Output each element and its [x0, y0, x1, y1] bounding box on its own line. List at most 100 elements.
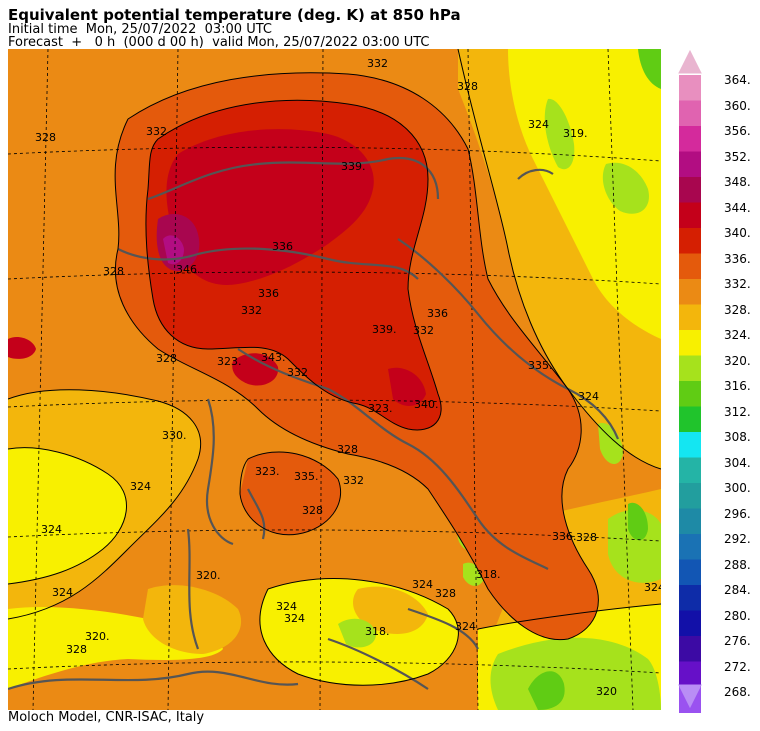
- contour-label: 320.: [85, 630, 110, 643]
- colorbar-label: 344.: [724, 200, 751, 215]
- contour-label: 340.: [414, 398, 439, 411]
- contour-label: 328: [576, 531, 597, 544]
- field-340-south: [232, 353, 279, 386]
- contour-label: 318.: [476, 568, 501, 581]
- colorbar-swatch: [679, 661, 701, 688]
- contour-label: 335.: [294, 470, 319, 483]
- colorbar-label: 304.: [724, 455, 751, 470]
- colorbar-swatch: [679, 559, 701, 586]
- contours: [8, 49, 661, 686]
- colorbar-swatch: [679, 304, 701, 331]
- colorbar-swatch: [679, 534, 701, 560]
- contour-label: 323.: [368, 402, 393, 415]
- contour-label: 324: [284, 612, 305, 625]
- contour-label: 324: [276, 600, 297, 613]
- field-324-south-islands: [353, 586, 428, 634]
- contour-label: 324: [644, 581, 661, 594]
- colorbar-label: 360.: [724, 98, 751, 113]
- colorbar-swatch: [679, 100, 701, 127]
- contour-label: 328: [35, 131, 56, 144]
- forecast-time: Forecast + 0 h (000 d 00 h) valid Mon, 2…: [8, 35, 430, 50]
- contour-label: 324.: [455, 620, 480, 633]
- contour-label: 328: [337, 443, 358, 456]
- colorbar-label: 356.: [724, 124, 751, 139]
- colorbar-swatch: [679, 151, 701, 178]
- field-312-se: [528, 671, 565, 710]
- contour-label: 324: [52, 586, 73, 599]
- contour-label: 335.: [528, 359, 553, 372]
- field-348-core: [163, 235, 184, 265]
- contour-label: 324: [41, 523, 62, 536]
- colorbar-label: 364.: [724, 73, 751, 88]
- colorbar-label: 332.: [724, 277, 751, 292]
- colorbar-top-arrow: [678, 49, 702, 74]
- contour-label: 324: [578, 390, 599, 403]
- colorbar-label: 316.: [724, 379, 751, 394]
- contour-label: 324: [528, 118, 549, 131]
- colorbar-label: 280.: [724, 608, 751, 623]
- field-312-e: [628, 502, 648, 541]
- colorbar-swatch: [679, 508, 701, 535]
- colorbar-swatch: [679, 406, 701, 433]
- field-320-west: [8, 447, 127, 584]
- field-316-south: [338, 618, 376, 648]
- contour-label: 323.: [217, 355, 242, 368]
- contour-label: 343.: [261, 351, 286, 364]
- contour-label: 324: [130, 480, 151, 493]
- contour-label: 328: [66, 643, 87, 656]
- contour-label: 336: [258, 287, 279, 300]
- colorbar-label: 292.: [724, 532, 751, 547]
- contour-label: 336: [272, 240, 293, 253]
- contour-label: 318.: [365, 625, 390, 638]
- contour-label: 328: [156, 352, 177, 365]
- colorbar-label: 268.: [724, 685, 751, 700]
- colorbar: 364. 360. 356. 352. 348. 344. 340. 336. 332. 328.…: [676, 45, 760, 715]
- colorbar-label: 328.: [724, 302, 751, 317]
- colorbar-swatch: [679, 330, 701, 356]
- contour-label: 332: [343, 474, 364, 487]
- colorbar-swatch: [679, 381, 701, 407]
- colorbar-label: 324.: [724, 328, 751, 343]
- lat-lon-grid: [8, 49, 661, 710]
- contour-label: 323.: [255, 465, 280, 478]
- colorbar-bottom-arrow: [678, 684, 702, 709]
- field-324-sw: [143, 585, 242, 654]
- contour-label: 328: [435, 587, 456, 600]
- colorbar-label: 276.: [724, 634, 751, 649]
- colorbar-swatch: [679, 457, 701, 484]
- map-title: Equivalent potential temperature (deg. K…: [8, 6, 461, 24]
- contour-label: 320.: [196, 569, 221, 582]
- colorbar-swatch: [679, 253, 701, 280]
- field-316-ne: [602, 162, 649, 214]
- contour-label: 320: [596, 685, 617, 698]
- colorbar-swatch: [679, 432, 701, 458]
- colorbar-label: 296.: [724, 506, 751, 521]
- field-340-core: [166, 129, 374, 285]
- footer-credit: Moloch Model, CNR-ISAC, Italy: [8, 710, 205, 725]
- contour-label: 332: [241, 304, 262, 317]
- theta-e-map: 332 328 328 332 324 319. 339. 336 328 346. 336 332 3…: [8, 49, 661, 710]
- initial-time: Initial time Mon, 25/07/2022 03:00 UTC: [8, 22, 272, 37]
- contour-label: 336: [427, 307, 448, 320]
- colorbar-label: 312.: [724, 404, 751, 419]
- field-340-east: [388, 367, 426, 406]
- contour-label: 328: [103, 265, 124, 278]
- contour-label: 328: [302, 504, 323, 517]
- colorbar-swatch: [679, 228, 701, 254]
- coastlines: [8, 156, 620, 691]
- field-340-west: [8, 337, 36, 359]
- colorbar-label: 300.: [724, 481, 751, 496]
- colorbar-label: 288.: [724, 557, 751, 572]
- map-canvas: [8, 49, 661, 710]
- colorbar-swatch: [679, 279, 701, 305]
- colorbar-swatch: [679, 126, 701, 152]
- colorbar-label: 284.: [724, 583, 751, 598]
- contour-label: 324: [412, 578, 433, 591]
- colorbar-swatch: [679, 202, 701, 229]
- colorbar-label: 348.: [724, 175, 751, 190]
- colorbar-label: 308.: [724, 430, 751, 445]
- colorbar-swatch: [679, 483, 701, 509]
- colorbar-label: 336.: [724, 251, 751, 266]
- contour-label: 332: [287, 366, 308, 379]
- colorbar-swatch: [679, 636, 701, 662]
